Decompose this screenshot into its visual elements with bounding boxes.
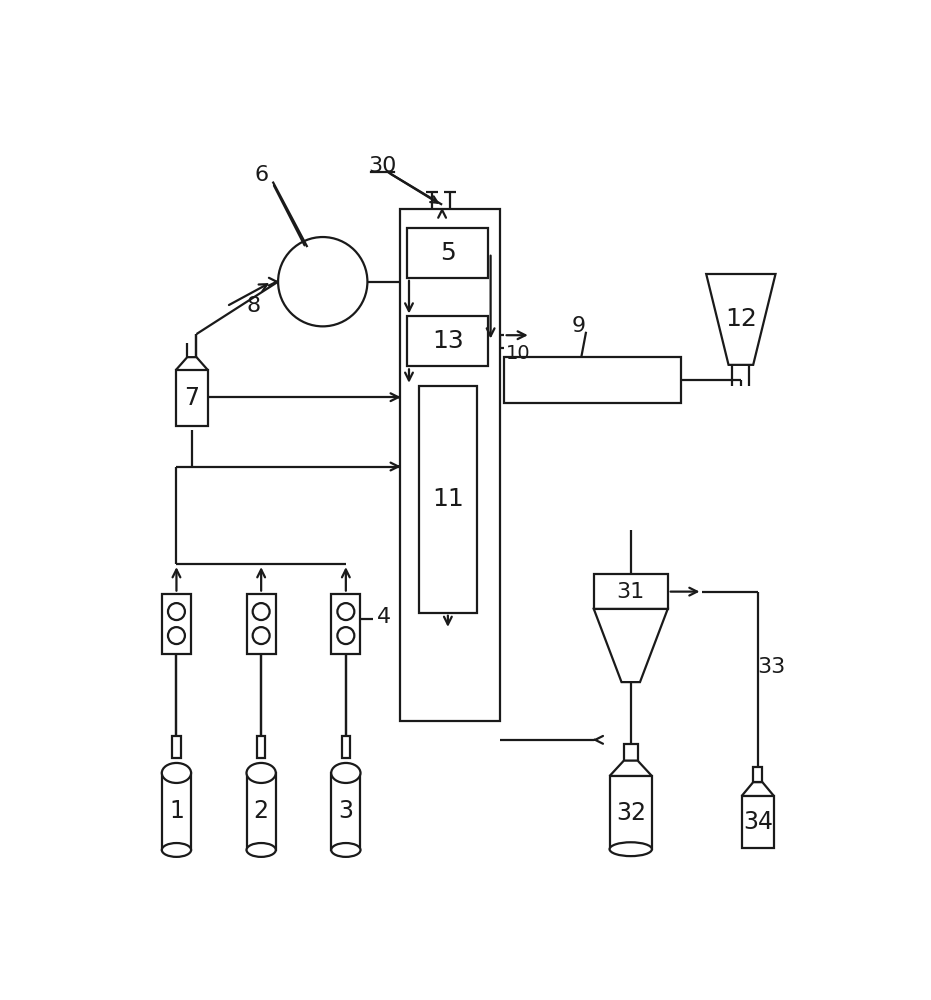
Bar	[742, 796, 774, 848]
Ellipse shape	[247, 843, 276, 857]
Ellipse shape	[162, 843, 191, 857]
Text: 6: 6	[254, 165, 268, 185]
Text: 8: 8	[247, 296, 261, 316]
Text: 9: 9	[573, 316, 587, 336]
Polygon shape	[742, 782, 774, 796]
Bar	[162, 594, 191, 654]
Bar	[753, 767, 762, 782]
Bar	[399, 209, 500, 721]
Bar	[176, 370, 208, 426]
Bar	[331, 594, 360, 654]
Bar	[172, 736, 181, 758]
Text: 2: 2	[253, 799, 269, 823]
Bar	[331, 773, 360, 850]
Polygon shape	[594, 609, 668, 682]
Text: 11: 11	[432, 487, 464, 511]
Text: 10: 10	[506, 344, 531, 363]
Ellipse shape	[331, 843, 360, 857]
Text: 3: 3	[338, 799, 354, 823]
Polygon shape	[610, 761, 652, 776]
Text: 30: 30	[368, 156, 397, 176]
Bar	[408, 316, 488, 366]
Ellipse shape	[162, 763, 191, 783]
Text: 13: 13	[432, 329, 464, 353]
Ellipse shape	[247, 763, 276, 783]
Text: 32: 32	[615, 801, 646, 825]
Bar	[408, 228, 488, 278]
Ellipse shape	[331, 763, 360, 783]
Text: 33: 33	[758, 657, 786, 677]
Bar	[247, 773, 276, 850]
Bar	[247, 594, 276, 654]
Polygon shape	[707, 274, 776, 365]
Polygon shape	[176, 357, 208, 370]
Text: 7: 7	[184, 386, 199, 410]
Bar	[610, 776, 652, 849]
Bar	[342, 736, 350, 758]
Text: 34: 34	[743, 810, 773, 834]
Bar	[594, 574, 668, 609]
Text: 4: 4	[377, 607, 391, 627]
Text: 5: 5	[440, 241, 456, 265]
Bar	[257, 736, 265, 758]
Bar	[504, 357, 681, 403]
Text: 1: 1	[169, 799, 184, 823]
Bar	[624, 744, 638, 761]
Ellipse shape	[610, 842, 652, 856]
Text: 12: 12	[725, 307, 757, 331]
Bar	[419, 386, 477, 613]
Bar	[162, 773, 191, 850]
Text: 31: 31	[616, 582, 645, 602]
